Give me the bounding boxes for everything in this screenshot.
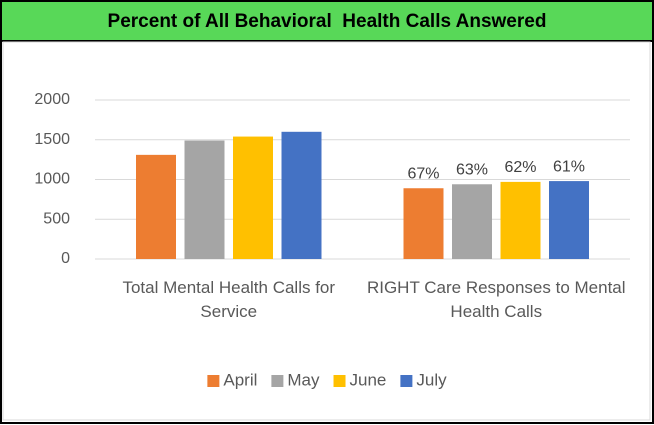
plot-frame (2, 41, 651, 421)
y-tick-label: 1500 (34, 131, 70, 148)
bar (500, 181, 541, 259)
data-label: 62% (504, 159, 536, 176)
data-label: 61% (553, 158, 585, 175)
data-label: 63% (456, 161, 488, 178)
bar (184, 140, 225, 259)
legend-swatch (333, 375, 346, 387)
y-tick-label: 2000 (34, 91, 70, 108)
legend-swatch (271, 375, 284, 387)
data-label: 67% (407, 165, 439, 182)
legend-swatch (207, 375, 220, 387)
bar (549, 181, 589, 259)
bar (136, 154, 176, 259)
bar (281, 131, 322, 259)
y-tick-label: 500 (43, 210, 70, 227)
bar (452, 184, 492, 259)
legend-label: June (350, 370, 387, 389)
legend-swatch (400, 375, 413, 387)
title-banner (0, 0, 654, 42)
x-tick-label: Total Mental Health Calls for Service (122, 278, 336, 321)
x-tick-label: RIGHT Care Responses to Mental Health Ca… (366, 278, 626, 321)
bar (403, 188, 444, 259)
y-tick-label: 0 (61, 250, 70, 267)
chart-title: Percent of All Behavioral Health Calls A… (108, 11, 547, 32)
y-tick-label: 1000 (34, 171, 70, 188)
legend-label: May (287, 370, 320, 389)
legend-label: April (223, 370, 257, 389)
bar (233, 136, 273, 259)
legend-label: July (416, 370, 447, 389)
